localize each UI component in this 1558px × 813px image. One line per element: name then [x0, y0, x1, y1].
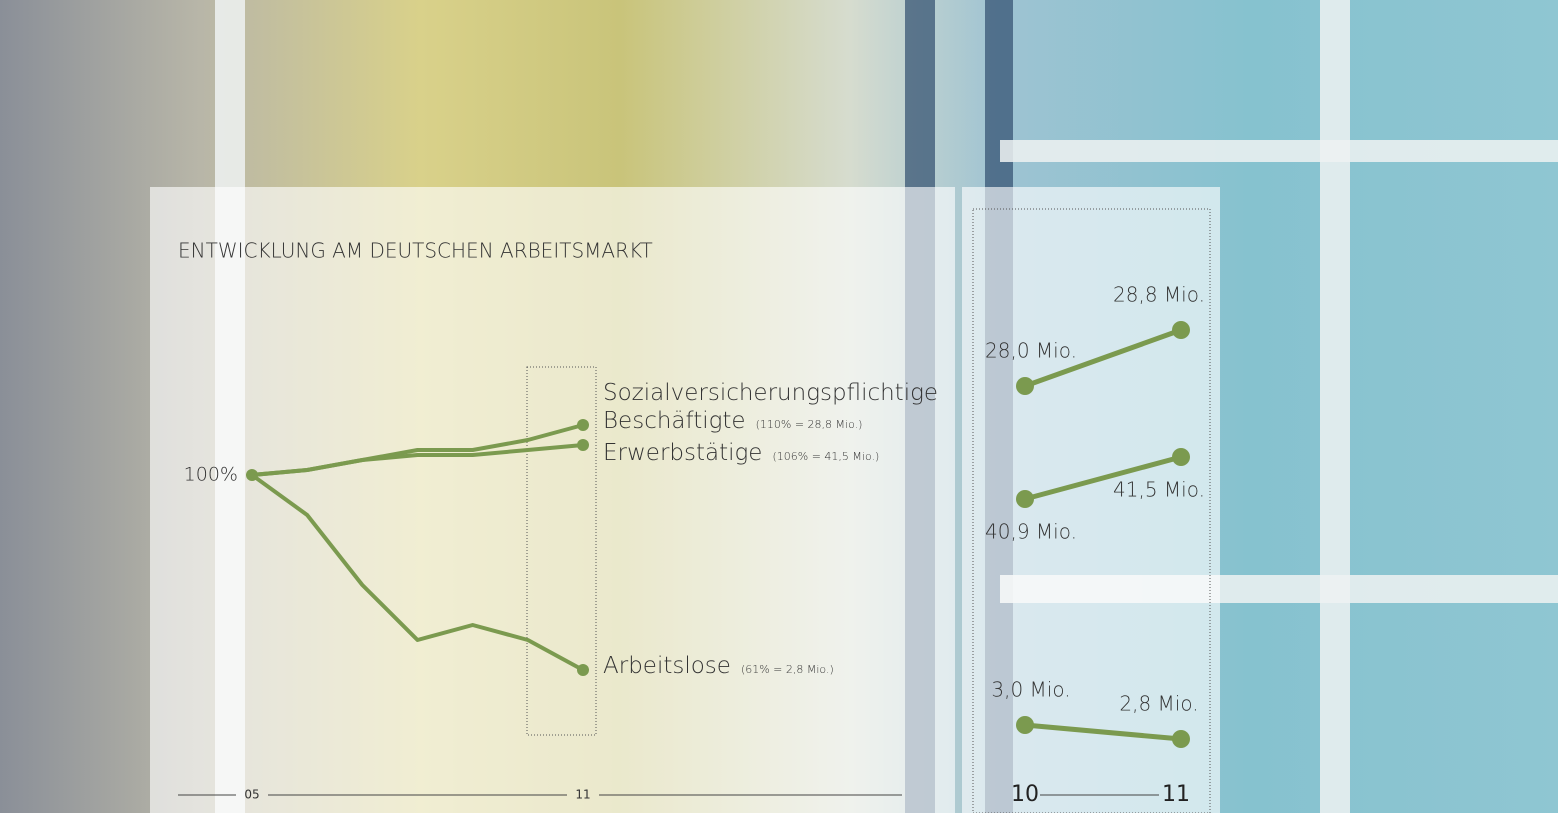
- point: [1172, 448, 1190, 466]
- page: ENTWICKLUNG AM DEUTSCHEN ARBEITSMARKT 05…: [0, 0, 1558, 813]
- end-point: [577, 439, 589, 451]
- series-label: Erwerbstätige (106% = 41,5 Mio.): [603, 439, 953, 471]
- series-note: (106% = 41,5 Mio.): [772, 450, 879, 463]
- x-tick-label: 10: [1011, 782, 1039, 807]
- point: [1016, 377, 1034, 395]
- x-tick-label: 11: [575, 788, 590, 802]
- series-name: Erwerbstätige: [603, 440, 762, 466]
- value-label: 28,8 Mio.: [1113, 283, 1205, 307]
- point: [1172, 321, 1190, 339]
- value-label: 2,8 Mio.: [1119, 692, 1198, 716]
- value-label: 28,0 Mio.: [985, 339, 1077, 363]
- point: [1016, 716, 1034, 734]
- end-point: [577, 664, 589, 676]
- x-tick-label: 11: [1162, 782, 1190, 807]
- value-label: 40,9 Mio.: [985, 520, 1077, 544]
- series-note: (61% = 2,8 Mio.): [741, 663, 834, 676]
- series-note: (110% = 28,8 Mio.): [756, 418, 863, 431]
- value-label: 3,0 Mio.: [991, 678, 1070, 702]
- series-label: Sozialversicherungspflichtige Beschäftig…: [603, 379, 953, 439]
- chart-title: ENTWICKLUNG AM DEUTSCHEN ARBEITSMARKT: [178, 239, 653, 263]
- series-line: [252, 475, 583, 670]
- series-line: [1025, 725, 1181, 739]
- value-label: 100%: [184, 464, 238, 486]
- end-point: [577, 419, 589, 431]
- point: [1016, 490, 1034, 508]
- x-tick-label: 05: [244, 788, 259, 802]
- series-label: Arbeitslose (61% = 2,8 Mio.): [603, 652, 953, 684]
- series-name: Arbeitslose: [603, 653, 731, 679]
- point: [1172, 730, 1190, 748]
- value-label: 41,5 Mio.: [1113, 478, 1205, 502]
